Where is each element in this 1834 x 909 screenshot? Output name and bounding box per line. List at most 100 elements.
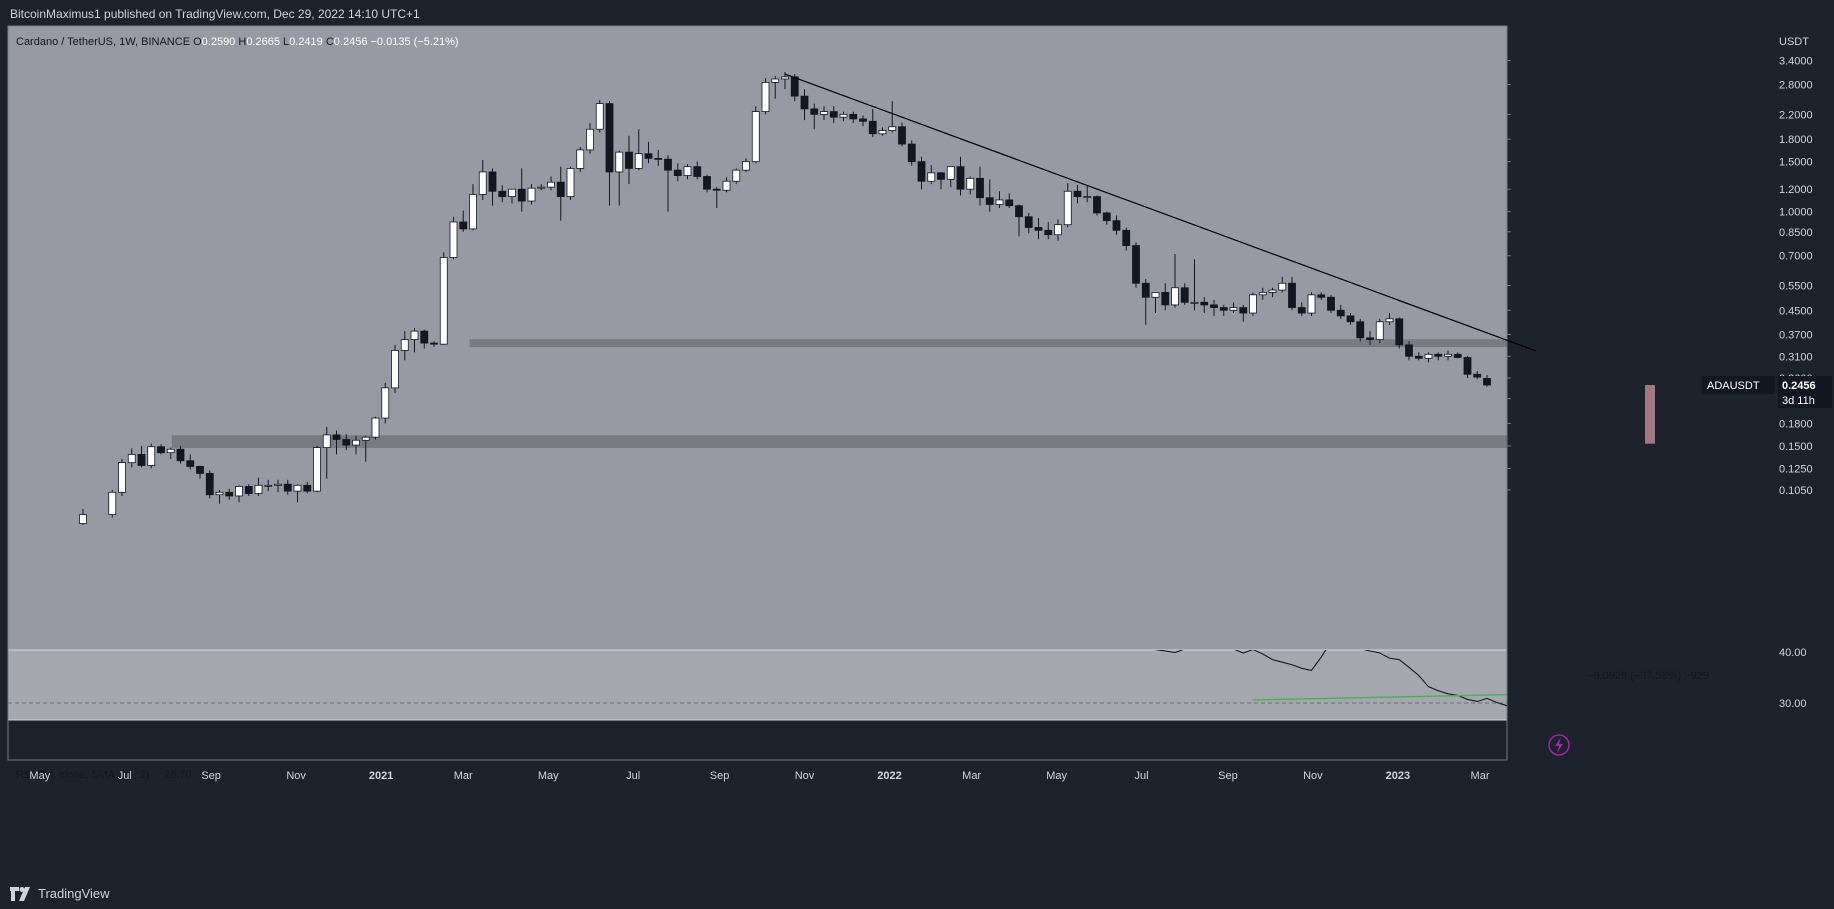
candle-body[interactable] xyxy=(264,484,273,487)
candle-body[interactable] xyxy=(810,108,819,115)
candle-body[interactable] xyxy=(683,166,692,176)
candle-body[interactable] xyxy=(1336,309,1345,317)
candle-body[interactable] xyxy=(1288,282,1296,308)
candle-body[interactable] xyxy=(508,188,516,198)
candle-body[interactable] xyxy=(1453,353,1462,358)
candle-body[interactable] xyxy=(1054,224,1062,236)
candle-body[interactable] xyxy=(371,417,380,438)
last-price-label[interactable]: ADAUSDT 0.2456 3d 11h xyxy=(1702,376,1832,409)
candle-body[interactable] xyxy=(1093,196,1101,214)
candle-body[interactable] xyxy=(829,111,838,118)
candle-body[interactable] xyxy=(1463,357,1472,375)
candle-body[interactable] xyxy=(488,171,497,192)
candle-body[interactable] xyxy=(254,484,263,494)
candle-body[interactable] xyxy=(1346,315,1355,323)
candle-body[interactable] xyxy=(1366,337,1374,340)
candle-body[interactable] xyxy=(790,76,799,97)
candle-body[interactable] xyxy=(439,257,448,345)
candle-body[interactable] xyxy=(927,172,936,182)
candle-body[interactable] xyxy=(976,177,984,199)
candle-body[interactable] xyxy=(839,113,848,118)
candle-body[interactable] xyxy=(937,172,945,180)
candle-body[interactable] xyxy=(1151,292,1160,298)
candle-body[interactable] xyxy=(1356,321,1365,339)
candle-body[interactable] xyxy=(1424,353,1433,359)
candle-body[interactable] xyxy=(196,466,204,474)
candle-body[interactable] xyxy=(420,330,429,344)
candle-body[interactable] xyxy=(985,197,994,205)
candle-body[interactable] xyxy=(205,473,214,496)
candle-body[interactable] xyxy=(1405,344,1413,357)
candle-body[interactable] xyxy=(391,350,399,389)
candle-body[interactable] xyxy=(703,176,711,190)
candle-body[interactable] xyxy=(118,462,126,493)
candle-body[interactable] xyxy=(1268,289,1277,293)
candle-body[interactable] xyxy=(1044,229,1053,236)
candle-body[interactable] xyxy=(907,143,916,163)
candle-body[interactable] xyxy=(1200,301,1209,306)
candle-body[interactable] xyxy=(478,171,487,195)
candle-body[interactable] xyxy=(225,491,234,497)
candle-body[interactable] xyxy=(673,169,682,176)
candle-body[interactable] xyxy=(761,82,770,112)
candle-body[interactable] xyxy=(108,491,117,515)
candle-body[interactable] xyxy=(547,181,555,188)
candle-body[interactable] xyxy=(595,103,604,130)
candle-body[interactable] xyxy=(1385,318,1394,323)
candle-body[interactable] xyxy=(1083,196,1092,199)
candle-body[interactable] xyxy=(166,448,175,454)
candle-body[interactable] xyxy=(693,166,702,177)
candle-body[interactable] xyxy=(1239,307,1248,314)
candle-body[interactable] xyxy=(1171,287,1179,306)
tradingview-logo[interactable]: TradingView xyxy=(10,886,110,901)
rsi-pane[interactable] xyxy=(8,650,1507,720)
candle-body[interactable] xyxy=(956,166,965,190)
price-range-measure[interactable] xyxy=(1645,385,1655,444)
candle-body[interactable] xyxy=(625,151,633,169)
candle-body[interactable] xyxy=(1132,245,1140,284)
candle-body[interactable] xyxy=(1307,294,1316,314)
candle-body[interactable] xyxy=(966,177,975,190)
candle-body[interactable] xyxy=(605,103,614,173)
candle-body[interactable] xyxy=(215,491,224,496)
candle-body[interactable] xyxy=(517,188,526,202)
candle-body[interactable] xyxy=(820,111,828,115)
candle-body[interactable] xyxy=(1317,294,1326,298)
candle-body[interactable] xyxy=(1229,307,1238,311)
candle-body[interactable] xyxy=(732,169,741,182)
candle-body[interactable] xyxy=(469,194,477,230)
candle-body[interactable] xyxy=(1034,227,1043,231)
rsi-trendline[interactable] xyxy=(1252,692,1643,701)
candle-body[interactable] xyxy=(1141,282,1150,298)
candle-body[interactable] xyxy=(157,446,165,454)
candle-body[interactable] xyxy=(566,168,575,198)
candle-body[interactable] xyxy=(498,190,507,198)
candle-body[interactable] xyxy=(1414,355,1423,359)
candle-body[interactable] xyxy=(1063,190,1072,226)
candle-body[interactable] xyxy=(917,161,926,182)
candle-body[interactable] xyxy=(303,484,312,492)
candle-body[interactable] xyxy=(381,387,390,419)
candle-body[interactable] xyxy=(342,439,351,446)
candle-body[interactable] xyxy=(742,161,750,171)
candle-body[interactable] xyxy=(1249,294,1257,314)
candle-body[interactable] xyxy=(1190,301,1199,304)
candle-body[interactable] xyxy=(322,434,331,448)
candle-body[interactable] xyxy=(449,221,458,258)
candle-body[interactable] xyxy=(800,95,809,110)
candle-body[interactable] xyxy=(137,454,146,466)
candle-body[interactable] xyxy=(537,186,546,189)
candle-body[interactable] xyxy=(410,330,419,340)
candle-body[interactable] xyxy=(995,199,1004,205)
candle-body[interactable] xyxy=(147,446,156,466)
candle-body[interactable] xyxy=(751,111,760,163)
candle-body[interactable] xyxy=(1297,307,1306,314)
alert-icon[interactable] xyxy=(1548,734,1570,756)
candle-body[interactable] xyxy=(771,78,780,83)
candle-body[interactable] xyxy=(1375,321,1384,340)
candle-body[interactable] xyxy=(654,157,663,160)
candle-body[interactable] xyxy=(1395,318,1404,346)
rsi-line[interactable] xyxy=(1136,642,1526,710)
candle-body[interactable] xyxy=(898,126,906,145)
candle-body[interactable] xyxy=(1473,373,1482,378)
